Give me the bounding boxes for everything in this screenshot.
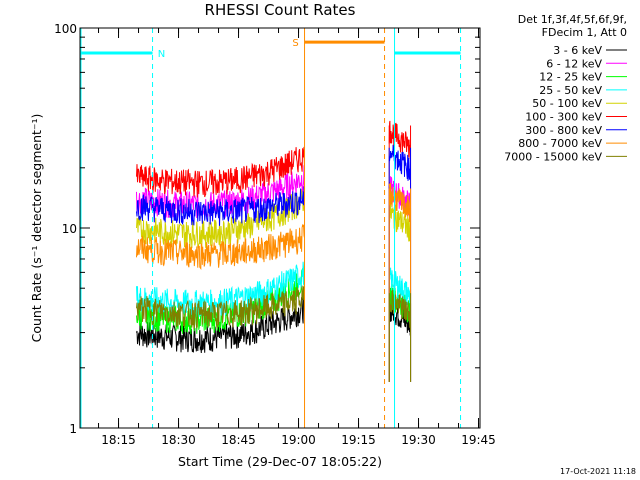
legend-title-line-2: FDecim 1, Att 0: [542, 26, 627, 39]
legend-item-label: 100 - 300 keV: [525, 111, 602, 124]
y-tick-label: 10: [62, 222, 77, 236]
series-line-seg1: [136, 146, 305, 198]
series-line-seg2: [388, 120, 411, 159]
series-line-seg2: [388, 144, 411, 181]
y-axis-label: Count Rate (s⁻¹ detector segment⁻¹): [29, 114, 44, 343]
series-line-seg1: [136, 285, 305, 330]
legend: Det 1f,3f,4f,5f,6f,9f, FDecim 1, Att 0 3…: [504, 13, 627, 163]
x-tick-label: 19:15: [341, 433, 376, 447]
x-tick-label: 19:00: [281, 433, 316, 447]
y-tick-label: 100: [54, 22, 77, 36]
series-line-seg1: [136, 186, 305, 226]
series-line-seg1: [136, 223, 305, 271]
series-line-seg1: [136, 260, 305, 318]
legend-item-label: 12 - 25 keV: [539, 71, 602, 84]
x-tick-label: 18:15: [101, 433, 136, 447]
chart-title: RHESSI Count Rates: [205, 1, 356, 19]
x-axis: 18:15 18:30 18:45 19:00 19:15 19:30 19:45: [98, 28, 496, 447]
flag-layer: NS: [80, 28, 462, 428]
series-line-seg1: [136, 188, 305, 249]
series-line-seg2: [388, 201, 411, 242]
x-tick-label: 18:30: [161, 433, 196, 447]
series-line-seg2: [388, 267, 411, 306]
x-tick-label: 19:45: [461, 433, 496, 447]
legend-title-line-1: Det 1f,3f,4f,5f,6f,9f,: [518, 13, 627, 26]
series-line-seg2: [388, 290, 411, 328]
legend-item-label: 3 - 6 keV: [553, 44, 602, 57]
series-line-seg2: [388, 182, 411, 223]
annotation-label: N: [158, 49, 165, 60]
legend-item-label: 800 - 7000 keV: [518, 137, 602, 150]
legend-item-label: 300 - 800 keV: [525, 124, 602, 137]
x-tick-label: 18:45: [221, 433, 256, 447]
y-axis: 1 10 100: [54, 22, 480, 436]
x-axis-label: Start Time (29-Dec-07 18:05:22): [178, 454, 382, 469]
annotation-label: S: [292, 38, 298, 49]
legend-item-label: 7000 - 15000 keV: [504, 150, 602, 163]
legend-item-label: 50 - 100 keV: [532, 97, 602, 110]
x-tick-label: 19:30: [401, 433, 436, 447]
timestamp-footer: 17-Oct-2021 11:18: [560, 467, 636, 476]
legend-item-label: 6 - 12 keV: [546, 57, 602, 70]
legend-item-label: 25 - 50 keV: [539, 84, 602, 97]
y-tick-label: 1: [69, 422, 77, 436]
data-layer: [136, 120, 412, 382]
